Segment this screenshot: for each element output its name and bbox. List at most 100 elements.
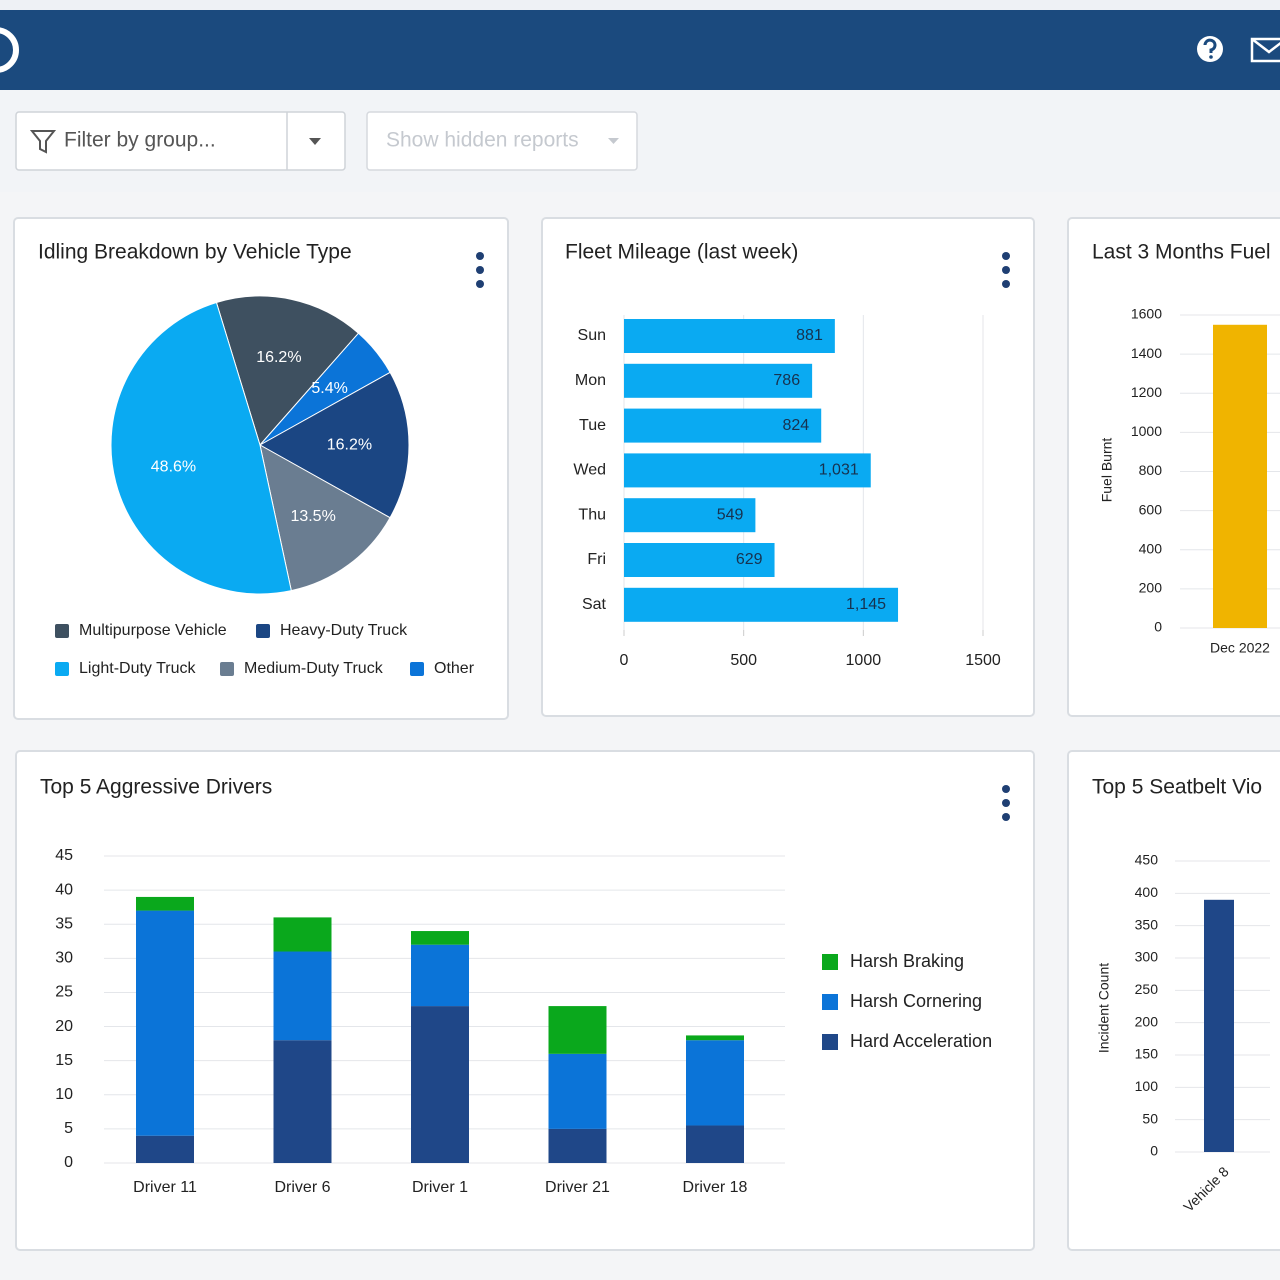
- bar: [624, 587, 899, 622]
- y-tick-label: 400: [1135, 884, 1159, 900]
- x-tick-label: 500: [730, 652, 757, 669]
- bar: [1213, 324, 1267, 628]
- mail-icon[interactable]: [1250, 37, 1280, 63]
- x-tick-label: 0: [620, 652, 629, 669]
- bar-segment: [548, 1006, 607, 1054]
- legend-label: Light-Duty Truck: [79, 660, 196, 677]
- y-tick-label: Sun: [578, 327, 606, 344]
- bar-segment: [548, 1128, 607, 1163]
- y-tick-label: Fri: [587, 551, 606, 568]
- chart-title: Last 3 Months Fuel: [1092, 241, 1271, 264]
- y-tick-label: 30: [55, 950, 73, 967]
- x-tick-label: Driver 1: [412, 1179, 468, 1196]
- legend-label: Other: [434, 660, 475, 677]
- legend-swatch: [822, 1034, 838, 1050]
- x-tick-label: Driver 6: [274, 1179, 330, 1196]
- y-tick-label: 1000: [1131, 423, 1162, 439]
- chart-title: Fleet Mileage (last week): [565, 241, 798, 264]
- header-bar: [0, 10, 1280, 90]
- legend-label: Harsh Cornering: [850, 991, 982, 1011]
- chart-title: Idling Breakdown by Vehicle Type: [38, 241, 352, 264]
- data-label: 13.5%: [290, 508, 335, 525]
- x-tick-label: Driver 18: [683, 1179, 748, 1196]
- y-tick-label: 50: [1142, 1110, 1158, 1126]
- legend-swatch: [822, 994, 838, 1010]
- y-tick-label: 250: [1135, 981, 1159, 997]
- panel: [15, 750, 1035, 1251]
- data-label: 629: [736, 551, 763, 568]
- legend-swatch: [55, 662, 69, 676]
- hidden-reports-text: Show hidden reports: [386, 129, 579, 152]
- data-label: 1,031: [819, 462, 859, 479]
- y-tick-label: 40: [55, 881, 73, 898]
- y-tick-label: 15: [55, 1052, 73, 1069]
- y-tick-label: 5: [64, 1120, 73, 1137]
- data-label: 16.2%: [327, 436, 372, 453]
- y-tick-label: 350: [1135, 916, 1159, 932]
- y-tick-label: 10: [55, 1086, 73, 1103]
- bar-segment: [273, 917, 332, 952]
- bar-segment: [686, 1040, 744, 1126]
- y-tick-label: 150: [1135, 1046, 1159, 1062]
- data-label: 48.6%: [151, 459, 196, 476]
- y-tick-label: Thu: [578, 506, 606, 523]
- y-tick-label: 20: [55, 1018, 73, 1035]
- x-tick-label: Driver 21: [545, 1179, 610, 1196]
- legend-swatch: [410, 662, 424, 676]
- menu-icon[interactable]: [476, 252, 484, 288]
- bar-segment: [136, 910, 194, 1136]
- legend-label: Hard Acceleration: [850, 1031, 992, 1051]
- bar-segment: [548, 1053, 607, 1129]
- x-tick-label: Dec 2022: [1210, 640, 1270, 656]
- bar-segment: [136, 1135, 194, 1163]
- y-tick-label: 25: [55, 984, 73, 1001]
- y-tick-label: 35: [55, 915, 73, 932]
- bar-segment: [686, 1035, 744, 1041]
- x-tick-label: 1000: [846, 652, 882, 669]
- data-label: 881: [796, 327, 823, 344]
- menu-icon[interactable]: [1002, 785, 1010, 821]
- y-tick-label: Tue: [579, 417, 606, 434]
- bar: [624, 453, 871, 488]
- data-label: 16.2%: [256, 349, 301, 366]
- legend-label: Harsh Braking: [850, 951, 964, 971]
- menu-icon[interactable]: [1002, 252, 1010, 288]
- chart-title: Top 5 Aggressive Drivers: [40, 776, 272, 799]
- y-tick-label: 100: [1135, 1078, 1159, 1094]
- bar: [1204, 899, 1234, 1152]
- pie-slice: [215, 295, 360, 447]
- y-tick-label: 1600: [1131, 306, 1162, 322]
- hidden-reports-dropdown[interactable]: Show hidden reports: [366, 111, 638, 171]
- bar: [624, 363, 813, 398]
- help-icon[interactable]: [1197, 36, 1223, 62]
- legend-swatch: [55, 624, 69, 638]
- legend-label: Multipurpose Vehicle: [79, 622, 227, 639]
- bar: [624, 408, 822, 443]
- bar-segment: [136, 896, 194, 911]
- y-tick-label: Sat: [582, 596, 607, 613]
- data-label: 549: [717, 506, 744, 523]
- bar: [624, 498, 756, 533]
- pie-slice: [259, 444, 391, 592]
- bar: [624, 543, 775, 577]
- y-tick-label: 800: [1139, 462, 1163, 478]
- bar-segment: [411, 931, 469, 945]
- y-tick-label: 600: [1139, 501, 1163, 517]
- y-tick-label: 0: [64, 1154, 73, 1171]
- y-tick-label: 0: [1150, 1143, 1158, 1159]
- data-label: 786: [773, 372, 800, 389]
- y-tick-label: 200: [1139, 580, 1163, 596]
- x-tick-label: 1500: [965, 652, 1001, 669]
- y-tick-label: 0: [1154, 619, 1162, 635]
- logo[interactable]: [0, 27, 19, 73]
- data-label: 1,145: [846, 596, 886, 613]
- filter-dropdown[interactable]: Filter by group...: [15, 111, 346, 171]
- data-label: 824: [783, 417, 810, 434]
- y-tick-label: 200: [1135, 1013, 1159, 1029]
- y-tick-label: 45: [55, 847, 73, 864]
- x-tick-label: Driver 11: [133, 1179, 197, 1196]
- y-tick-label: 1200: [1131, 384, 1162, 400]
- bar-segment: [273, 1040, 332, 1163]
- filter-text: Filter by group...: [64, 129, 216, 152]
